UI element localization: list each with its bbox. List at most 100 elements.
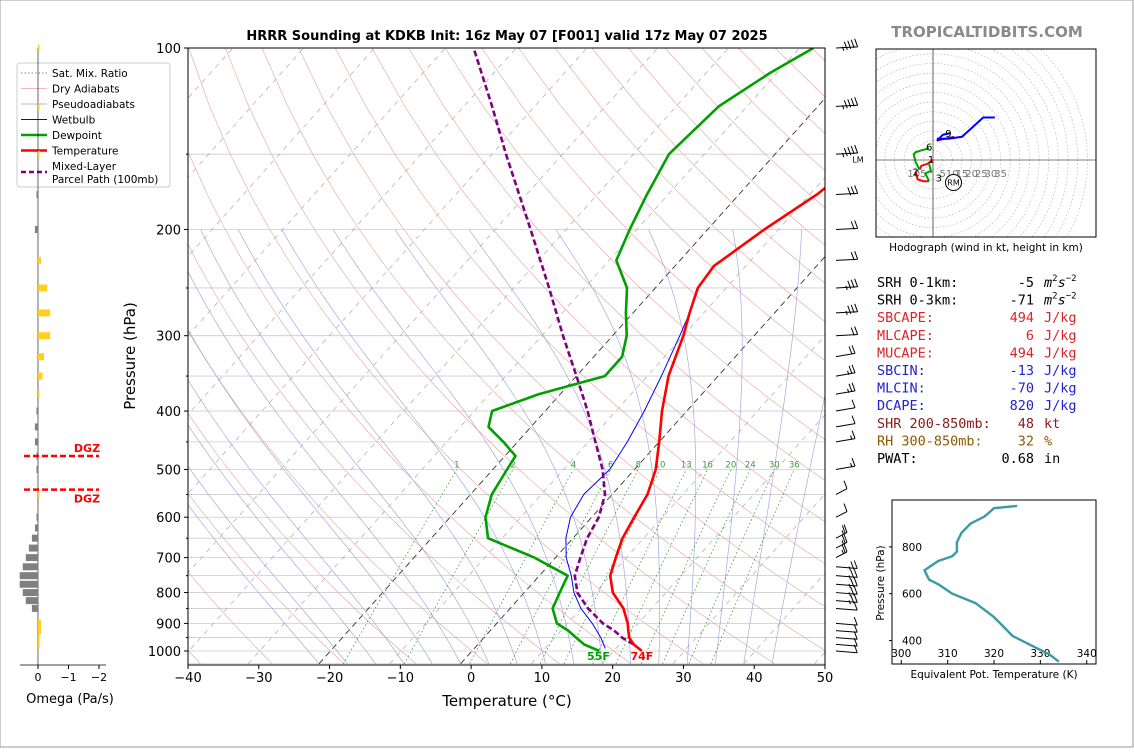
index-label: SRH 0-3km:: [877, 293, 958, 309]
x-tick-label: −40: [174, 671, 201, 686]
x-axis-label: Temperature (°C): [441, 692, 571, 710]
omega-bar: [20, 581, 38, 588]
hodograph-caption: Hodograph (wind in kt, height in km): [889, 242, 1083, 254]
x-tick-label: 30: [675, 671, 692, 686]
omega-bar: [36, 514, 38, 521]
index-label: RH 300-850mb:: [877, 433, 983, 449]
chart-title: HRRR Sounding at KDKB Init: 16z May 07 […: [246, 29, 767, 44]
index-value: 494: [1010, 345, 1034, 361]
mixing-ratio-label: 16: [702, 460, 713, 470]
theta-e-x-tick-label: 320: [984, 648, 1004, 660]
theta-e-frame: [892, 500, 1096, 664]
index-label: DCAPE:: [877, 398, 926, 414]
legend-entry: Sat. Mix. Ratio: [52, 68, 128, 80]
omega-bar: [38, 257, 41, 264]
x-tick-label: −30: [245, 671, 272, 686]
index-unit: J/kg: [1044, 310, 1077, 326]
omega-bar: [38, 627, 41, 634]
omega-tick-label: −1: [60, 671, 76, 684]
omega-bar: [36, 191, 38, 198]
index-label: PWAT:: [877, 451, 918, 467]
theta-e-y-tick-label: 400: [902, 636, 922, 648]
x-tick-label: 50: [817, 671, 834, 686]
y-tick-label: 900: [156, 617, 181, 632]
theta-e-x-tick-label: 340: [1077, 648, 1097, 660]
x-tick-label: −20: [316, 671, 343, 686]
omega-bar: [38, 634, 40, 641]
index-value: -70: [1010, 381, 1034, 397]
omega-tick-label: −2: [91, 671, 107, 684]
omega-bar: [26, 597, 38, 604]
omega-bar: [29, 545, 38, 552]
omega-bar: [35, 438, 38, 445]
theta-e-y-tick-label: 800: [902, 542, 922, 554]
x-tick-label: 20: [604, 671, 621, 686]
index-value: -5: [1018, 275, 1034, 291]
mixing-ratio-label: 20: [725, 460, 736, 470]
legend-entry: Pseudoadiabats: [52, 99, 135, 111]
mixing-ratio-label: 13: [681, 460, 692, 470]
theta-e-y-tick-label: 600: [902, 589, 922, 601]
omega-bar: [38, 620, 41, 627]
index-label: SHR 200-850mb:: [877, 416, 991, 432]
legend-entry: Wetbulb: [52, 115, 96, 127]
x-tick-label: 40: [746, 671, 763, 686]
x-tick-label: −10: [387, 671, 414, 686]
legend-entry: Dry Adiabats: [52, 84, 120, 96]
omega-bar: [38, 151, 40, 158]
index-label: MUCAPE:: [877, 345, 934, 361]
index-value: -13: [1010, 363, 1034, 379]
omega-bar: [20, 572, 38, 579]
mixing-ratio-label: 4: [571, 460, 576, 470]
hodo-height-label: 3: [936, 173, 942, 184]
mixing-ratio-label: 1: [454, 460, 459, 470]
y-axis-label: Pressure (hPa): [121, 302, 139, 410]
rm-label: RM: [947, 179, 960, 188]
surface-dewpoint-label: 55F: [587, 650, 610, 663]
index-unit: J/kg: [1044, 398, 1077, 414]
site-credit[interactable]: TROPICALTIDBITS.COM: [891, 23, 1083, 41]
y-tick-label: 600: [156, 511, 181, 526]
mixing-ratio-label: 30: [769, 460, 780, 470]
omega-bar: [32, 535, 38, 542]
index-unit: in: [1044, 451, 1060, 467]
index-unit: J/kg: [1044, 381, 1077, 397]
hodo-height-label: 2: [912, 168, 918, 179]
y-tick-label: 400: [156, 405, 181, 420]
y-tick-label: 700: [156, 552, 181, 567]
index-unit: J/kg: [1044, 345, 1077, 361]
hodo-height-label: 9: [945, 129, 951, 140]
legend: Sat. Mix. Ratio Dry Adiabats Pseudoadiabat…: [17, 63, 170, 187]
y-tick-label: 800: [156, 587, 181, 602]
theta-e-x-label: Equivalent Pot. Temperature (K): [910, 669, 1077, 681]
index-value: 494: [1010, 310, 1034, 326]
theta-e-y-label: Pressure (hPa): [875, 545, 887, 620]
index-label: SRH 0-1km:: [877, 275, 958, 291]
omega-tick-label: 0: [35, 671, 42, 684]
y-tick-label: 300: [156, 330, 181, 345]
index-value: 32: [1018, 433, 1034, 449]
legend-entry: Mixed-Layer: [52, 161, 117, 173]
omega-bar: [35, 423, 38, 430]
index-label: MLCIN:: [877, 381, 926, 397]
index-unit: J/kg: [1044, 328, 1077, 344]
omega-bar: [36, 466, 38, 473]
omega-bar: [23, 589, 38, 596]
mixing-ratio-label: 24: [745, 460, 756, 470]
index-value: 6: [1026, 328, 1034, 344]
hodo-ring-label: 35: [994, 169, 1007, 180]
omega-bar: [38, 391, 40, 398]
theta-e-x-tick-label: 300: [891, 648, 911, 660]
index-value: 0.68: [1001, 451, 1034, 467]
omega-bar: [38, 353, 44, 360]
omega-bar: [38, 284, 47, 291]
omega-bar: [23, 563, 38, 570]
y-tick-label: 200: [156, 224, 181, 239]
index-unit: kt: [1044, 416, 1060, 432]
omega-bar: [35, 226, 38, 233]
index-label: MLCAPE:: [877, 328, 934, 344]
y-tick-label: 100: [156, 42, 181, 57]
legend-entry: Temperature: [51, 146, 119, 158]
theta-e-x-tick-label: 310: [938, 648, 958, 660]
